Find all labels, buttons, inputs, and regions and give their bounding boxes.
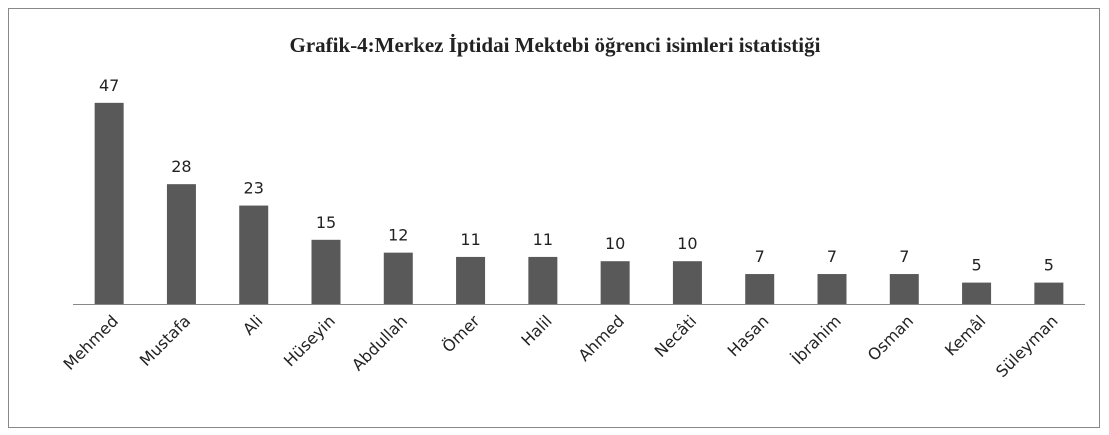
value-label: 11 xyxy=(533,230,553,249)
bar xyxy=(1034,282,1064,304)
bar xyxy=(239,205,269,304)
bar xyxy=(311,239,341,304)
value-label: 23 xyxy=(244,179,264,198)
bar xyxy=(889,274,919,304)
value-label: 15 xyxy=(316,213,336,232)
value-label: 7 xyxy=(827,247,837,266)
value-label: 7 xyxy=(755,247,765,266)
value-label: 7 xyxy=(899,247,909,266)
value-label: 12 xyxy=(388,226,408,245)
bar xyxy=(456,256,486,304)
value-label: 28 xyxy=(171,157,191,176)
bar xyxy=(745,274,775,304)
bar xyxy=(817,274,847,304)
bar xyxy=(962,282,992,304)
bar xyxy=(600,261,630,304)
value-label: 5 xyxy=(1044,256,1054,275)
bar xyxy=(94,102,124,304)
value-label: 47 xyxy=(99,76,119,95)
chart-title: Grafik-4:Merkez İptidai Mektebi öğrenci … xyxy=(290,33,821,57)
value-label: 10 xyxy=(605,234,625,253)
bar xyxy=(672,261,702,304)
bar xyxy=(528,256,558,304)
value-label: 10 xyxy=(677,234,697,253)
bar xyxy=(383,252,413,304)
value-label: 5 xyxy=(971,256,981,275)
bar xyxy=(166,184,196,304)
value-label: 11 xyxy=(460,230,480,249)
